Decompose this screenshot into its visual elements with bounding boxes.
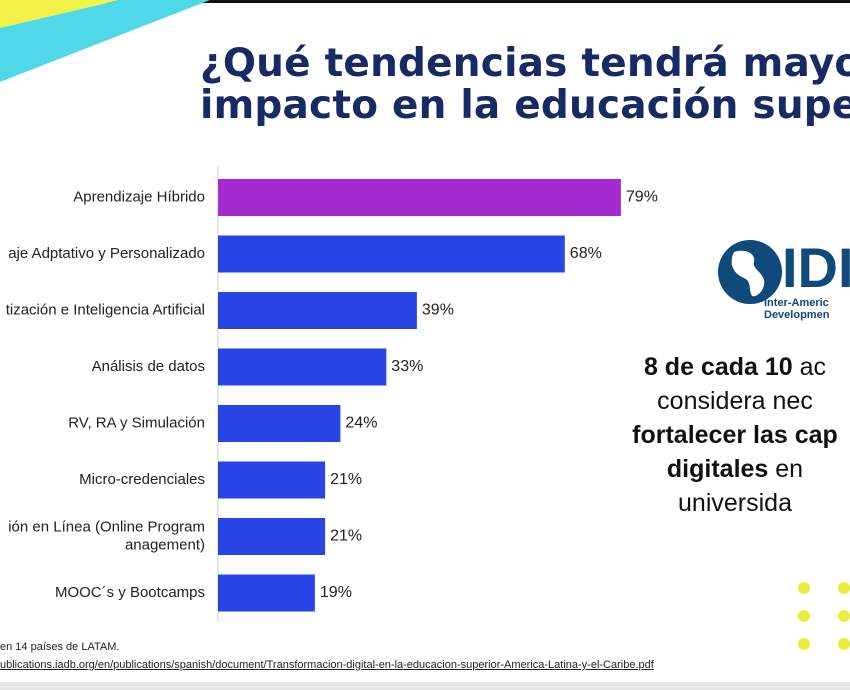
category-label-0: Aprendizaje Híbrido <box>73 188 205 205</box>
category-label-6-line-0: ión en Línea (Online Program <box>8 518 205 535</box>
category-label-7: MOOC´s y Bootcamps <box>55 584 205 601</box>
decorative-dot <box>798 610 810 622</box>
logo-subtitle-line-1: Inter-Americ <box>764 297 829 309</box>
top-border-line <box>0 0 850 3</box>
slide-title-line-2: impacto en la educación super <box>200 83 850 128</box>
bar-2 <box>218 292 417 329</box>
decorative-dot <box>838 638 850 650</box>
decorative-dot <box>798 582 810 594</box>
category-label-3: Análisis de datos <box>92 358 205 375</box>
callout-line-4-bold: digitales <box>666 455 769 483</box>
bar-5 <box>218 461 326 499</box>
bar-0 <box>218 179 621 216</box>
callout-line-2: considera nec <box>657 387 813 415</box>
bar-7 <box>218 574 315 612</box>
slide-title-line-1: ¿Qué tendencias tendrá mayor <box>200 41 850 86</box>
logo-subtitle-line-2: Developmen <box>764 309 830 321</box>
value-label-4: 24% <box>345 415 377 432</box>
value-label-5: 21% <box>330 471 362 488</box>
value-label-6: 21% <box>330 528 362 545</box>
callout-line-4: digitales en <box>560 452 850 486</box>
decorative-corner-shape <box>0 0 210 82</box>
bar-1 <box>218 235 565 273</box>
bar-3 <box>218 348 387 386</box>
callout-line-5: universida <box>678 489 792 517</box>
callout-line-1: 8 de cada 10 ac <box>560 350 850 384</box>
category-label-5: Micro-credenciales <box>79 471 205 488</box>
callout-line-1-rest: ac <box>792 353 827 381</box>
decorative-dot <box>838 582 850 594</box>
category-label-6-line-1: anagement) <box>125 536 205 553</box>
callout-line-4-rest: en <box>768 455 804 483</box>
callout-line-3: fortalecer las cap <box>632 421 838 449</box>
value-label-1: 68% <box>570 245 602 262</box>
callout-text: 8 de cada 10 ac considera nec fortalecer… <box>560 350 850 520</box>
value-label-3: 33% <box>391 358 423 375</box>
category-label-4: RV, RA y Simulación <box>68 414 205 431</box>
decorative-dot <box>798 638 810 650</box>
category-label-2: tización e Inteligencia Artificial <box>6 301 205 318</box>
footnote-text: en 14 países de LATAM. <box>0 641 120 653</box>
bar-chart: 79% Aprendizaje Híbrido 68% aje Adptativo y… <box>6 166 658 622</box>
category-label-1: aje Adptativo y Personalizado <box>8 245 205 262</box>
value-label-2: 39% <box>422 302 454 319</box>
logo-wordmark: IDI <box>782 236 850 299</box>
value-label-7: 19% <box>320 584 352 601</box>
callout-highlight-count: 8 de cada 10 <box>643 353 793 381</box>
globe-americas-icon <box>718 240 782 304</box>
bar-6 <box>218 518 326 555</box>
bar-4 <box>218 405 341 442</box>
value-label-0: 79% <box>626 189 658 206</box>
bottom-border-line <box>0 682 850 690</box>
decorative-dot <box>838 610 850 622</box>
source-link[interactable]: ublications.iadb.org/en/publications/spa… <box>0 659 654 671</box>
